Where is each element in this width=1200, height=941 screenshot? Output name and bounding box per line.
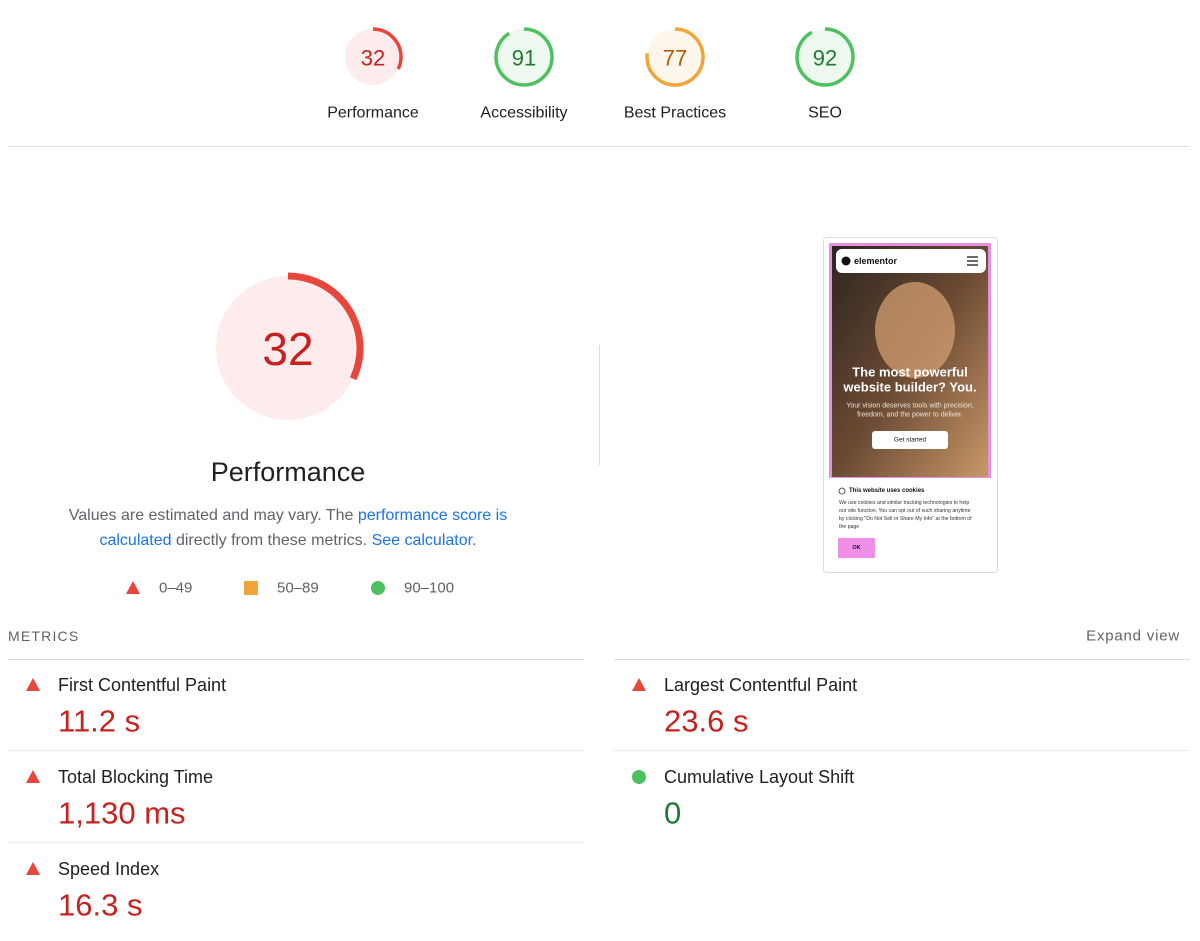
- gauge-background: [647, 29, 703, 85]
- cookie-button: [838, 538, 875, 558]
- gauge-arc: [343, 27, 403, 87]
- metric-name: First Contentful Paint: [58, 675, 226, 695]
- cookie-text: the page: [839, 524, 859, 530]
- metric-icon: [26, 862, 40, 875]
- metric-value: 16.3 s: [58, 888, 142, 923]
- cookie-title: This website uses cookies: [849, 488, 925, 494]
- expand-view[interactable]: Expand view: [1086, 628, 1180, 645]
- description: calculated directly from these metrics. …: [99, 532, 476, 549]
- metric-value: 0: [664, 796, 681, 831]
- gauge-background: [797, 29, 853, 85]
- menu-icon: [967, 256, 978, 266]
- metric-value: 11.2 s: [58, 704, 140, 739]
- legend-label: 0–49: [159, 580, 192, 597]
- brand: elementor: [854, 256, 898, 266]
- legend-icon: [126, 581, 140, 594]
- gauge-score: 77: [663, 46, 687, 71]
- metrics-heading: METRICS: [8, 628, 79, 644]
- link[interactable]: performance score is: [358, 507, 507, 524]
- cookie-text: We use cookies and similar tracking tech…: [839, 500, 969, 506]
- gauge-arc: [494, 27, 554, 87]
- legend-icon: [244, 581, 258, 595]
- metric-icon: [632, 678, 646, 691]
- gauge-score: 32: [361, 46, 385, 71]
- gauge-score: 91: [512, 46, 536, 71]
- info-icon: [838, 487, 846, 495]
- score-label: SEO: [808, 105, 842, 122]
- gauge-background: [216, 276, 360, 420]
- gauge-arc: [212, 272, 364, 424]
- description-text: Values are estimated and may vary. The: [69, 507, 358, 524]
- cta-button: [872, 431, 948, 449]
- site-nav: [836, 249, 986, 273]
- gauge-background: [496, 29, 552, 85]
- description-text: directly from these metrics.: [172, 532, 372, 549]
- metric-name: Total Blocking Time: [58, 767, 213, 787]
- metric-icon: [26, 770, 40, 783]
- legend-icon: [371, 581, 385, 595]
- metric-name: Cumulative Layout Shift: [664, 767, 854, 787]
- gauge-background: [345, 29, 401, 85]
- cookie-text: by clicking "Do Not Sell or Share My Inf…: [839, 516, 972, 522]
- score-label: Performance: [327, 105, 419, 122]
- description: Values are estimated and may vary. The p…: [69, 507, 507, 524]
- hero-headline: website builder? You.: [842, 380, 976, 395]
- link[interactable]: See calculator: [372, 532, 474, 549]
- cookie-button-label: OK: [852, 545, 860, 551]
- legend-label: 90–100: [404, 580, 454, 597]
- metric-name: Speed Index: [58, 859, 159, 879]
- hero-subtitle: freedom, and the power to deliver.: [857, 412, 963, 419]
- cta-label: Get started: [894, 437, 927, 444]
- gauge-arc: [645, 27, 705, 87]
- metric-icon: [632, 770, 646, 784]
- gauge-score: 32: [262, 323, 313, 375]
- legend-label: 50–89: [277, 580, 319, 597]
- score-label: Best Practices: [624, 105, 726, 122]
- hero-subtitle: Your vision deserves tools with precisio…: [846, 403, 973, 410]
- gauge-arc: [795, 27, 855, 87]
- brand-logo: [841, 256, 851, 266]
- hero-headline: The most powerful: [852, 365, 968, 380]
- gauge-score: 92: [813, 46, 837, 71]
- metric-icon: [26, 678, 40, 691]
- metric-value: 23.6 s: [664, 704, 748, 739]
- metric-value: 1,130 ms: [58, 796, 186, 831]
- cookie-text: our site function. You can opt out of su…: [839, 508, 971, 514]
- score-label: Accessibility: [480, 105, 567, 122]
- description-text: .: [472, 532, 476, 549]
- hero-figure: [875, 282, 955, 378]
- performance-title: Performance: [211, 457, 366, 487]
- metric-name: Largest Contentful Paint: [664, 675, 857, 695]
- link[interactable]: calculated: [99, 532, 171, 549]
